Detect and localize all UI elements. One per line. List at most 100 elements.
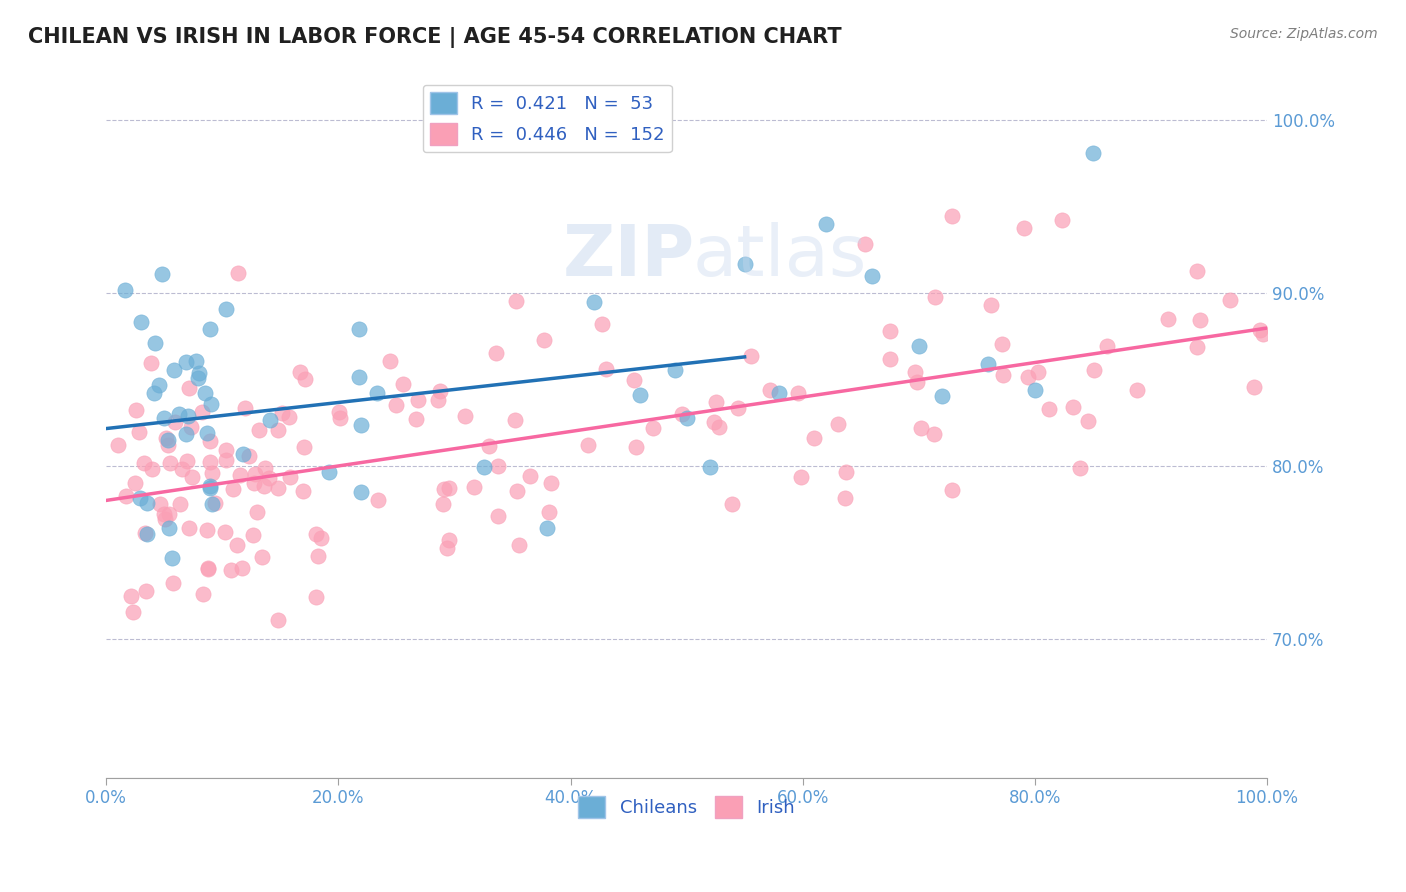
Point: [201, 466, 224, 480]
Point: [170, 462, 193, 476]
Point: [1249, 323, 1271, 337]
Point: [406, 393, 429, 408]
Point: [305, 527, 328, 541]
Point: [1026, 365, 1049, 379]
Point: [721, 497, 744, 511]
Point: [931, 389, 953, 403]
Point: [367, 493, 389, 508]
Text: Source: ZipAtlas.com: Source: ZipAtlas.com: [1230, 27, 1378, 41]
Point: [485, 346, 508, 360]
Point: [195, 425, 218, 440]
Point: [232, 447, 254, 461]
Point: [1024, 384, 1046, 398]
Point: [941, 210, 963, 224]
Point: [1243, 379, 1265, 393]
Point: [163, 363, 186, 377]
Point: [910, 421, 932, 435]
Point: [150, 268, 173, 282]
Point: [727, 401, 749, 415]
Point: [1062, 400, 1084, 414]
Point: [153, 507, 176, 521]
Point: [156, 433, 179, 447]
Point: [538, 505, 561, 519]
Point: [834, 491, 856, 505]
Point: [233, 401, 256, 415]
Point: [488, 458, 510, 473]
Point: [907, 339, 929, 353]
Point: [1219, 293, 1241, 307]
Point: [162, 576, 184, 591]
Point: [1157, 311, 1180, 326]
Point: [1185, 340, 1208, 354]
Point: [156, 438, 179, 452]
Point: [219, 563, 242, 577]
Point: [790, 470, 813, 484]
Point: [1017, 370, 1039, 384]
Point: [768, 386, 790, 401]
Point: [759, 383, 782, 397]
Point: [165, 415, 187, 429]
Point: [814, 217, 837, 231]
Point: [195, 523, 218, 537]
Point: [924, 289, 946, 303]
Point: [160, 550, 183, 565]
Point: [174, 427, 197, 442]
Point: [366, 386, 388, 401]
Point: [177, 520, 200, 534]
Point: [463, 480, 485, 494]
Point: [905, 375, 928, 389]
Point: [135, 496, 157, 510]
Point: [904, 365, 927, 379]
Point: [155, 431, 177, 445]
Point: [1185, 264, 1208, 278]
Point: [149, 497, 172, 511]
Point: [1069, 461, 1091, 475]
Point: [247, 423, 270, 437]
Point: [228, 266, 250, 280]
Point: [1038, 401, 1060, 416]
Point: [181, 470, 204, 484]
Point: [699, 460, 721, 475]
Point: [1095, 339, 1118, 353]
Point: [329, 411, 352, 425]
Point: [294, 372, 316, 386]
Point: [675, 410, 697, 425]
Point: [114, 284, 136, 298]
Point: [503, 413, 526, 427]
Point: [169, 497, 191, 511]
Point: [177, 409, 200, 424]
Point: [305, 591, 328, 605]
Point: [433, 483, 456, 497]
Point: [179, 381, 201, 395]
Point: [198, 455, 221, 469]
Point: [439, 533, 461, 548]
Point: [198, 481, 221, 495]
Point: [215, 301, 238, 316]
Point: [157, 521, 180, 535]
Point: [225, 538, 247, 552]
Point: [429, 384, 451, 398]
Point: [222, 482, 245, 496]
Point: [519, 469, 541, 483]
Point: [385, 398, 408, 412]
Point: [349, 485, 371, 500]
Point: [703, 415, 725, 429]
Point: [787, 386, 810, 401]
Point: [576, 438, 599, 452]
Point: [184, 353, 207, 368]
Point: [977, 357, 1000, 371]
Point: [472, 459, 495, 474]
Point: [157, 507, 180, 521]
Point: [242, 527, 264, 541]
Point: [204, 496, 226, 510]
Point: [201, 497, 224, 511]
Point: [198, 479, 221, 493]
Point: [132, 456, 155, 470]
Point: [107, 438, 129, 452]
Point: [1083, 363, 1105, 377]
Point: [328, 405, 350, 419]
Point: [135, 583, 157, 598]
Point: [641, 421, 664, 435]
Point: [307, 549, 329, 563]
Point: [734, 257, 756, 271]
